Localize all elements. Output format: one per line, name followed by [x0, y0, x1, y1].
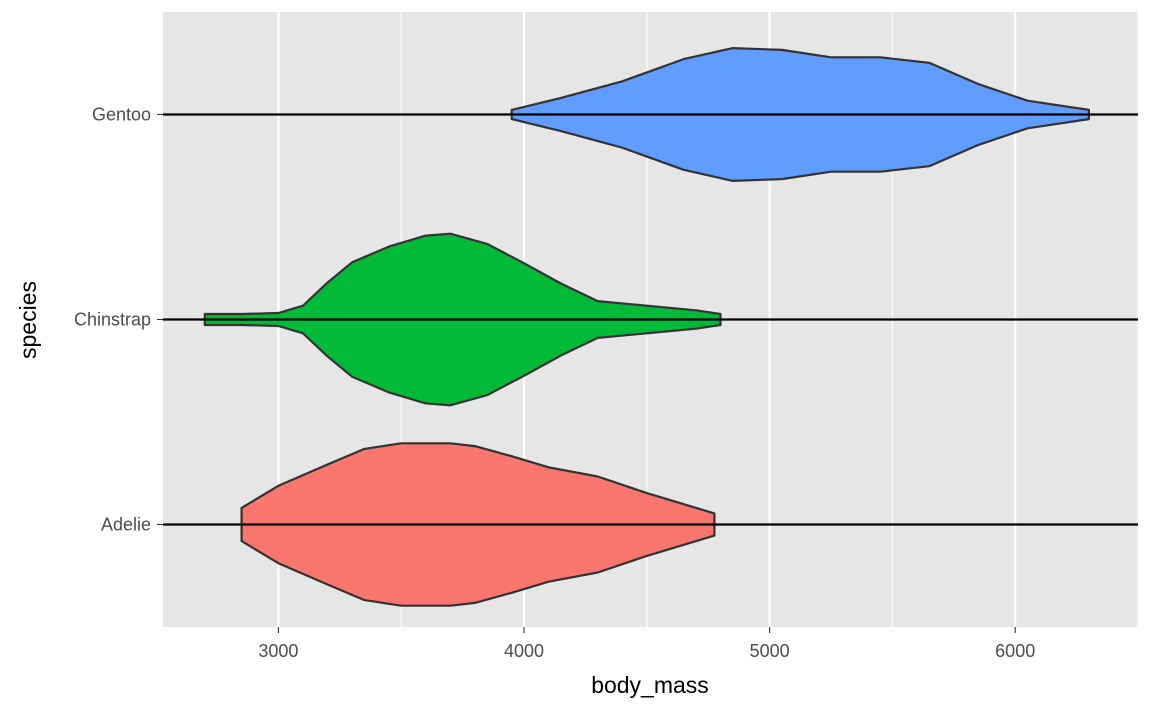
violins	[163, 47, 1138, 607]
y-axis-ticks: Adelie Chinstrap Gentoo	[74, 105, 163, 535]
x-axis-ticks: 3000 4000 5000 6000	[258, 627, 1035, 661]
x-axis-title: body_mass	[591, 672, 709, 698]
x-tick-label: 4000	[504, 641, 544, 661]
y-tick-label: Chinstrap	[74, 310, 151, 330]
y-tick-label: Adelie	[101, 515, 151, 535]
y-axis-title: species	[15, 281, 41, 359]
y-tick-label: Gentoo	[92, 105, 151, 125]
x-tick-label: 5000	[750, 641, 790, 661]
x-tick-label: 3000	[258, 641, 298, 661]
x-tick-label: 6000	[995, 641, 1035, 661]
